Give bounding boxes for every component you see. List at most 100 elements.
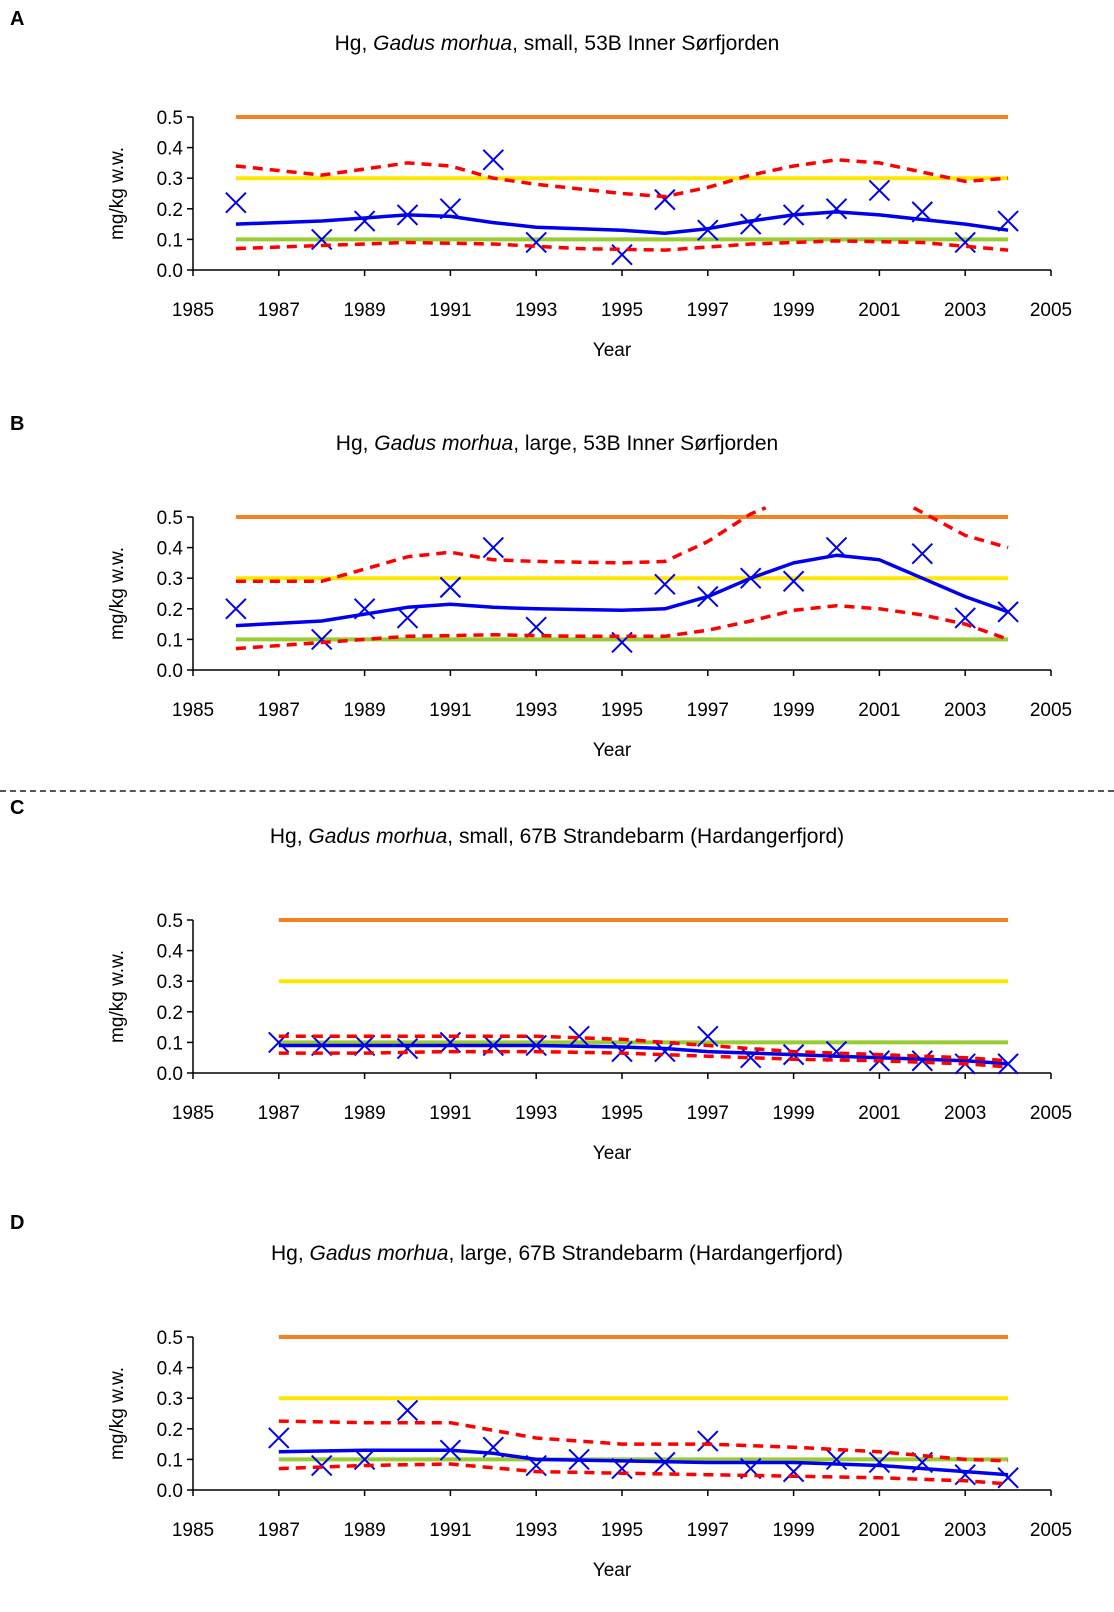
- chart-title: Hg, Gadus morhua, large, 53B Inner Sørfj…: [0, 432, 1114, 456]
- upper-confidence-line: [912, 506, 1009, 550]
- data-point: [225, 598, 247, 620]
- data-point-stroke: [654, 188, 676, 211]
- chart-panel-d: D Hg, Gadus morhua, large, 67B Strandeba…: [0, 1212, 1114, 1612]
- x-tick-label: 1993: [515, 300, 557, 321]
- data-point-stroke: [782, 570, 805, 592]
- x-tick-label: 1989: [343, 1103, 385, 1124]
- data-point: [954, 231, 976, 254]
- data-point-stroke: [739, 213, 762, 235]
- data-point-stroke: [654, 1040, 676, 1063]
- data-point: [697, 1430, 719, 1452]
- data-point-stroke: [482, 536, 505, 559]
- y-tick-label: 0.2: [157, 1003, 183, 1024]
- x-tick-label: 1987: [258, 1520, 300, 1541]
- x-tick-label: 2005: [1030, 1103, 1072, 1124]
- data-point: [782, 570, 805, 592]
- x-tick-label: 2001: [858, 1520, 900, 1541]
- y-tick-label: 0.5: [157, 1328, 183, 1349]
- panel-letter: D: [10, 1212, 25, 1234]
- y-tick-label: 0.1: [157, 1450, 183, 1471]
- data-point-stroke: [954, 231, 976, 254]
- x-tick-label: 1985: [172, 1103, 214, 1124]
- data-point: [525, 231, 547, 254]
- data-point-stroke: [396, 1037, 419, 1060]
- x-tick-label: 1993: [515, 700, 557, 721]
- data-point-stroke: [353, 1448, 376, 1471]
- x-axis-label: Year: [593, 1143, 632, 1164]
- y-tick-label: 0.1: [157, 1033, 183, 1054]
- data-point-stroke: [825, 198, 848, 220]
- chart-title: Hg, Gadus morhua, small, 67B Strandebarm…: [0, 825, 1114, 849]
- data-point-stroke: [568, 1025, 590, 1047]
- y-tick-label: 0.3: [157, 169, 183, 190]
- y-tick-label: 0.5: [157, 508, 183, 529]
- title-prefix: Hg,: [269, 825, 309, 848]
- panel-letter: A: [10, 8, 25, 30]
- data-point: [697, 1025, 719, 1047]
- data-point: [868, 179, 891, 202]
- data-point: [353, 210, 376, 232]
- title-suffix: , large, 67B Strandebarm (Hardangerfjord…: [448, 1242, 843, 1265]
- y-tick-label: 0.0: [157, 661, 183, 682]
- chart-panel-c: C Hg, Gadus morhua, small, 67B Strandeba…: [0, 797, 1114, 1197]
- y-tick-label: 0.5: [157, 911, 183, 932]
- data-point-stroke: [825, 1448, 848, 1471]
- data-point-stroke: [310, 628, 333, 651]
- data-point-stroke: [396, 607, 419, 629]
- panel-letter: B: [10, 413, 25, 435]
- data-point-stroke: [954, 607, 976, 629]
- data-point: [396, 607, 419, 629]
- x-axis-label: Year: [593, 340, 632, 361]
- x-tick-label: 2003: [944, 700, 986, 721]
- x-tick-label: 1997: [687, 1103, 729, 1124]
- x-tick-label: 1989: [343, 1520, 385, 1541]
- data-point: [739, 213, 762, 235]
- x-tick-label: 1985: [172, 300, 214, 321]
- x-tick-label: 2003: [944, 1520, 986, 1541]
- trend-line: [235, 210, 1009, 236]
- upper-confidence-line: [278, 1034, 1009, 1063]
- data-point-stroke: [268, 1427, 290, 1449]
- data-point: [268, 1427, 290, 1449]
- y-tick-label: 0.1: [157, 230, 183, 251]
- data-point-stroke: [825, 536, 848, 559]
- y-tick-label: 0.3: [157, 1389, 183, 1410]
- data-point: [225, 191, 247, 214]
- x-tick-label: 1993: [515, 1520, 557, 1541]
- data-point-stroke: [225, 191, 247, 214]
- data-point-stroke: [868, 179, 891, 202]
- x-tick-label: 1991: [429, 1520, 471, 1541]
- x-tick-label: 2001: [858, 1103, 900, 1124]
- chart-plot: 0.0 0.1 0.2 0.3 0.4 0.5 1985 1987 1989 1991 1993 19…: [107, 1328, 1072, 1581]
- data-point-stroke: [225, 598, 247, 620]
- chart-panel-a: A Hg, Gadus morhua, small, 53B Inner Sør…: [0, 0, 1114, 400]
- x-tick-label: 1989: [343, 700, 385, 721]
- data-point-stroke: [997, 1053, 1019, 1075]
- data-point: [911, 543, 934, 565]
- data-point: [482, 536, 505, 559]
- data-point: [654, 1040, 676, 1063]
- data-point-stroke: [482, 149, 505, 171]
- x-tick-label: 1997: [687, 700, 729, 721]
- x-tick-label: 1999: [772, 1103, 814, 1124]
- title-prefix: Hg,: [271, 1242, 310, 1265]
- x-tick-label: 1991: [429, 700, 471, 721]
- x-tick-label: 1995: [601, 300, 643, 321]
- data-point: [739, 1046, 762, 1069]
- x-tick-label: 2001: [858, 300, 900, 321]
- panel-divider: [0, 790, 1114, 792]
- x-tick-label: 1989: [343, 300, 385, 321]
- x-tick-label: 2005: [1030, 300, 1072, 321]
- x-axis-label: Year: [593, 740, 632, 761]
- data-point: [868, 1451, 891, 1474]
- title-species: Gadus morhua: [308, 825, 448, 848]
- data-point-stroke: [439, 576, 462, 599]
- data-point-stroke: [654, 573, 676, 596]
- lower-confidence-line: [235, 603, 1009, 651]
- lower-confidence-line: [278, 1462, 1009, 1486]
- chart-panel-b: B Hg, Gadus morhua, large, 53B Inner Sør…: [0, 405, 1114, 795]
- y-tick-label: 0.2: [157, 600, 183, 621]
- y-tick-label: 0.4: [157, 139, 184, 160]
- title-suffix: , large, 53B Inner Sørfjorden: [513, 432, 779, 455]
- chart-plot: 0.0 0.1 0.2 0.3 0.4 0.5 1985 1987 1989 1991 1993 19…: [107, 911, 1072, 1164]
